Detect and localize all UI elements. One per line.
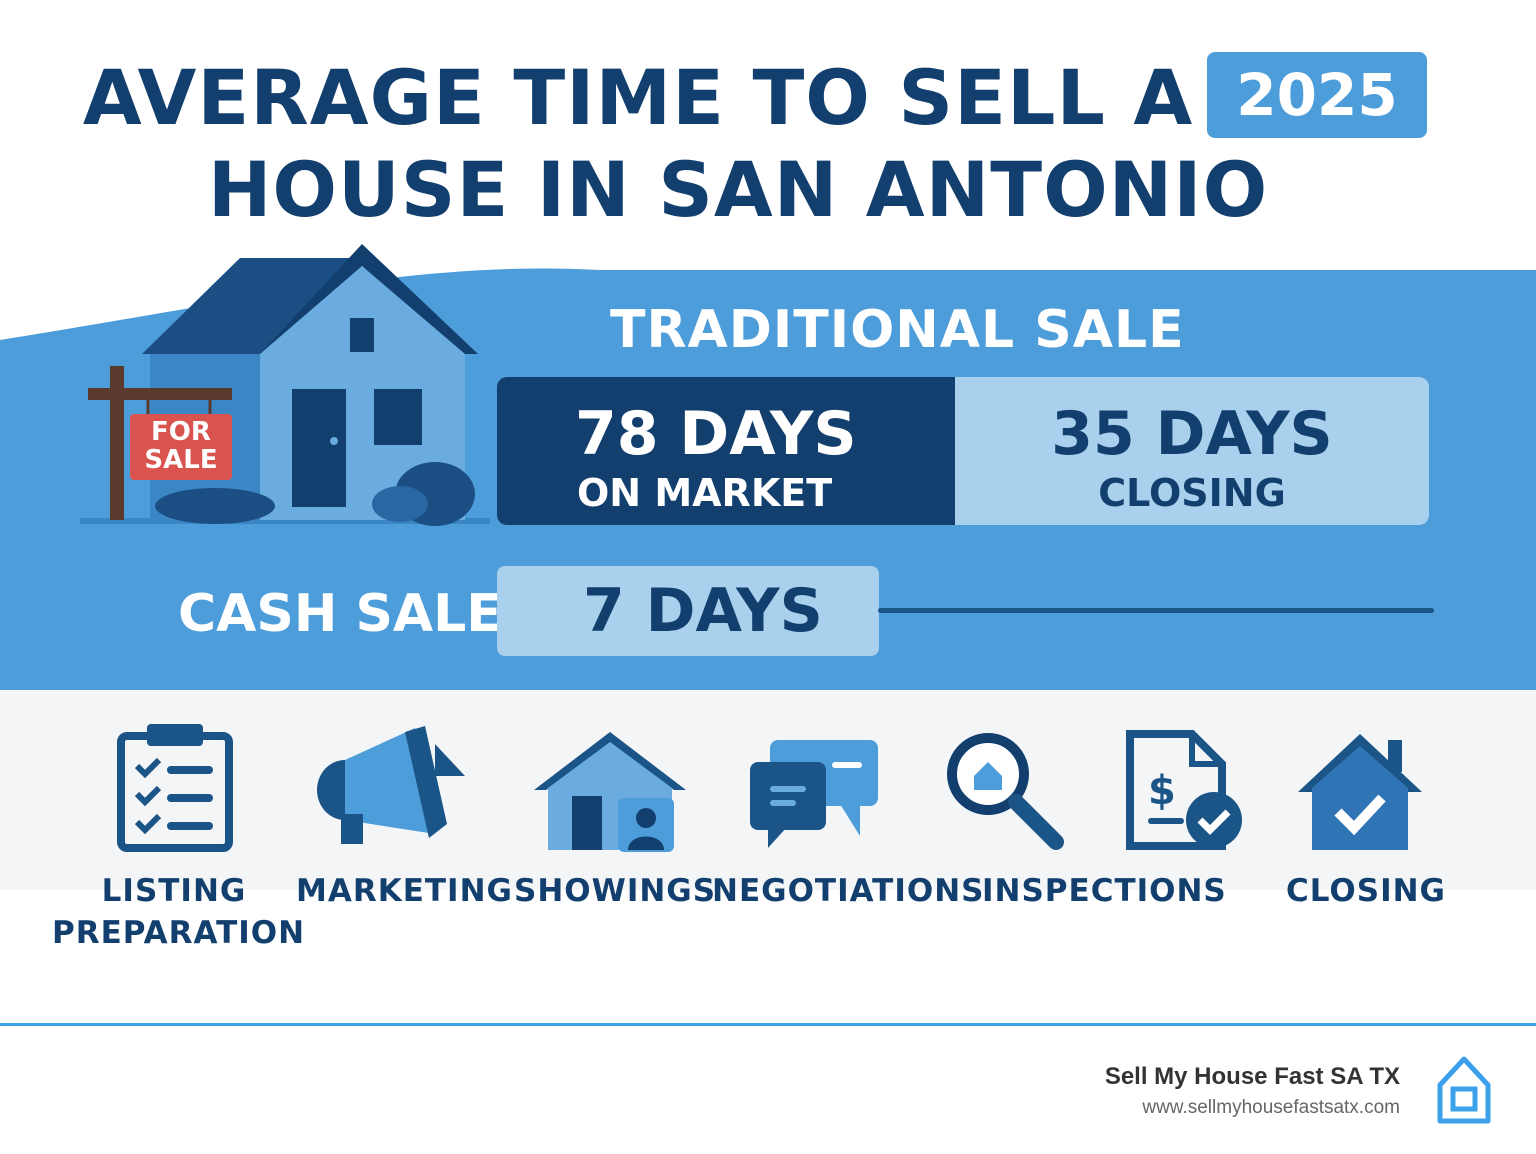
bush-left <box>155 488 275 524</box>
closing-segment: 35 DAYS CLOSING <box>955 377 1429 525</box>
footer-branding: Sell My House Fast SA TX www.sellmyhouse… <box>1105 1060 1400 1122</box>
cash-sale-line <box>878 608 1434 613</box>
page-title: AVERAGE TIME TO SELL A HOUSE IN SAN ANTO… <box>0 52 1536 236</box>
days-on-market-label: ON MARKET <box>577 471 833 515</box>
ground <box>80 518 490 524</box>
step-showings: SHOWINGS <box>514 870 717 912</box>
house-roof-back <box>142 258 350 354</box>
step-negotiations: NEGOTIATIONS <box>712 870 985 912</box>
sign-line-2: SALE <box>144 445 218 475</box>
step-label: INSPECTIONS <box>982 873 1227 909</box>
step-label-1: LISTING <box>101 873 247 909</box>
step-label: NEGOTIATIONS <box>712 873 985 909</box>
company-url[interactable]: www.sellmyhousefastsatx.com <box>1142 1097 1400 1118</box>
step-label: CLOSING <box>1285 873 1446 909</box>
closing-label: CLOSING <box>1098 471 1286 515</box>
step-listing-preparation: LISTING PREPARATION <box>52 870 306 954</box>
megaphone-icon <box>317 726 465 844</box>
sign-line-1: FOR <box>151 417 211 447</box>
step-label-2: PREPARATION <box>52 915 306 951</box>
step-label: SHOWINGS <box>514 873 717 909</box>
house-check-icon <box>1298 734 1422 850</box>
step-inspections: INSPECTIONS <box>982 870 1227 912</box>
footer-divider <box>0 1023 1536 1026</box>
title-line-1: AVERAGE TIME TO SELL A <box>82 53 1194 142</box>
magnifier-house-icon <box>947 733 1064 850</box>
house-person-icon <box>534 732 686 852</box>
sign-post <box>110 366 124 520</box>
days-on-market-value: 78 DAYS <box>575 399 857 469</box>
step-closing: CLOSING <box>1280 870 1452 912</box>
closing-value: 35 DAYS <box>1051 399 1333 469</box>
house-window <box>374 389 422 445</box>
svg-text:$: $ <box>1148 768 1176 814</box>
cash-sale-label: CASH SALE <box>178 584 502 644</box>
for-sale-sign <box>130 414 232 480</box>
cash-sale-value: 7 DAYS <box>583 576 823 646</box>
house-door <box>292 389 346 507</box>
step-label: MARKETING <box>296 873 513 909</box>
traditional-sale-bar: 78 DAYS ON MARKET 35 DAYS CLOSING <box>497 377 1429 525</box>
cash-sale-bar: 7 DAYS <box>497 566 879 656</box>
house-illustration <box>80 244 490 526</box>
invoice-check-icon: $ <box>1126 730 1242 850</box>
sign-arm <box>88 388 232 400</box>
chat-bubbles-icon <box>750 740 878 848</box>
title-line-2: HOUSE IN SAN ANTONIO <box>207 145 1269 234</box>
door-knob <box>330 437 338 445</box>
year-badge: 2025 <box>1207 52 1427 138</box>
company-name: Sell My House Fast SA TX <box>1104 1063 1400 1090</box>
traditional-sale-label: TRADITIONAL SALE <box>610 300 1185 360</box>
days-on-market-segment: 78 DAYS ON MARKET <box>497 377 955 525</box>
bush-right-small <box>372 486 428 522</box>
step-marketing: MARKETING <box>296 870 513 912</box>
clipboard-checklist-icon <box>117 724 233 852</box>
house-logo-icon <box>1437 1056 1491 1124</box>
attic-window <box>350 318 374 352</box>
sign-text: FOR SALE <box>130 418 232 474</box>
